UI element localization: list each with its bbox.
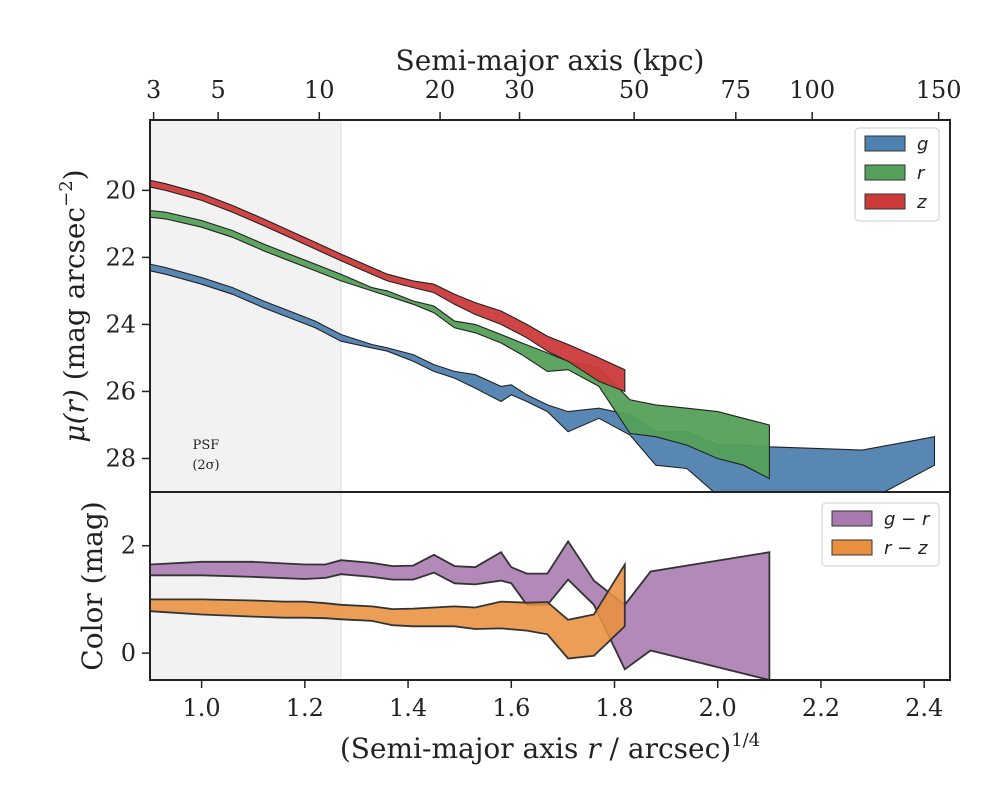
y-title-close: )	[58, 169, 91, 180]
top-x-tick-label: 5	[210, 76, 225, 104]
psf-shaded-region	[149, 119, 342, 493]
bottom-x-axis-title: (Semi-major axis r / arcsec)1/4	[340, 730, 760, 765]
legend-swatch	[831, 539, 873, 556]
axis-labels: Semi-major axis (kpc) μ(r) (mag arcsec−2)…	[56, 44, 760, 765]
series-band-g-r	[150, 539, 771, 680]
x-tick-label: 1.0	[183, 694, 221, 722]
legend-swatch	[864, 193, 906, 210]
legend-label-minus: −	[891, 538, 918, 559]
x-tick-label: 1.4	[389, 694, 427, 722]
legend-label-var: r	[922, 509, 931, 530]
x-tick-label: 1.6	[492, 694, 530, 722]
y-title-exp: −2	[56, 180, 77, 207]
legend-label-z: z	[916, 192, 927, 213]
legend-label-minus: −	[895, 509, 922, 530]
x-title-r: r	[587, 732, 602, 765]
top-series-group	[150, 179, 936, 492]
y-title-mu: μ(r)	[58, 389, 91, 442]
psf-annotation-line2: (2σ)	[192, 458, 219, 473]
surface-brightness-panel: 20 22 24 26 28 3 5 10 20 30 50 75 100 150 PSF (2σ) grz	[105, 76, 962, 493]
top-x-tick-label: 10	[304, 76, 335, 104]
psf-annotation-line1: PSF	[193, 438, 220, 453]
y-tick-label: 26	[105, 377, 136, 405]
legend-label-var: r	[884, 538, 893, 559]
legend-label: g − r	[884, 509, 931, 530]
bottom-series-group	[150, 539, 771, 680]
y-tick-label: 28	[105, 444, 136, 472]
y-tick-label: 24	[105, 310, 136, 338]
x-tick-label: 1.2	[286, 694, 324, 722]
x-tick-label: 2.4	[905, 694, 943, 722]
x-tick-label: 2.2	[802, 694, 840, 722]
y-tick-label: 0	[121, 639, 136, 667]
series-band-z	[150, 179, 626, 393]
top-y-axis-title: μ(r) (mag arcsec−2)	[56, 169, 91, 442]
legend-label-r: r	[917, 163, 926, 184]
legend-label: r − z	[884, 538, 928, 559]
top-x-axis-title: Semi-major axis (kpc)	[396, 44, 705, 77]
legend-swatch	[831, 510, 873, 527]
x-tick-label: 2.0	[699, 694, 737, 722]
top-x-tick-label: 75	[721, 76, 752, 104]
y-tick-label: 2	[121, 532, 136, 560]
top-x-tick-label: 30	[504, 76, 535, 104]
y-tick-label: 20	[105, 176, 136, 204]
legend-swatch	[864, 164, 906, 181]
series-band-r-z	[150, 561, 626, 660]
y-title-units: (mag arcsec	[58, 207, 91, 389]
top-x-tick-label: 150	[916, 76, 962, 104]
top-x-tick-label: 50	[619, 76, 650, 104]
top-x-tick-label: 20	[425, 76, 456, 104]
legend-swatch	[864, 135, 906, 152]
x-title-open: (Semi-major axis	[340, 732, 587, 765]
y-tick-label: 22	[105, 243, 136, 271]
top-x-tick-label: 100	[789, 76, 835, 104]
x-title-rest: / arcsec)	[601, 732, 732, 765]
bottom-axes-frame	[149, 491, 951, 681]
color-panel: 021.0 1.2 1.4 1.6 1.8 2.0 2.2 2.4g − rr − z	[121, 491, 951, 722]
legend-label-var: z	[917, 538, 928, 559]
legend-label-var: g	[884, 509, 895, 530]
series-band-r	[150, 209, 770, 480]
x-tick-label: 1.8	[595, 694, 633, 722]
psf-shaded-region	[149, 491, 342, 681]
series-band-g	[150, 263, 936, 492]
bottom-y-axis-title: Color (mag)	[76, 501, 109, 670]
top-x-tick-label: 3	[146, 76, 161, 104]
legend-label-g: g	[917, 134, 928, 155]
x-title-exp: 1/4	[731, 730, 760, 751]
